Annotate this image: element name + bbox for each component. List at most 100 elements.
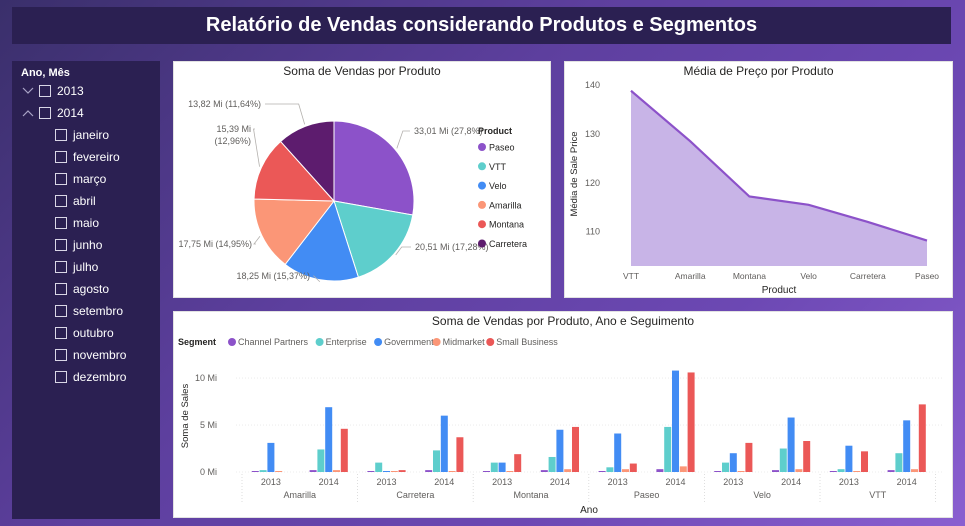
slicer-year-2013[interactable]: 2013 <box>12 80 160 102</box>
bar-small-business[interactable] <box>629 463 637 472</box>
bar-small-business[interactable] <box>340 428 348 472</box>
slicer-month-item[interactable]: janeiro <box>12 124 160 146</box>
slicer-month-item[interactable]: fevereiro <box>12 146 160 168</box>
slicer-month-item[interactable]: outubro <box>12 322 160 344</box>
pie-slice-montana[interactable] <box>253 140 336 202</box>
checkbox[interactable] <box>39 85 51 97</box>
date-slicer[interactable]: Ano, Mês 2013 2014 janeiro fevereiro março… <box>12 61 160 519</box>
checkbox[interactable] <box>55 327 67 339</box>
bar-enterprise[interactable] <box>606 467 614 472</box>
bar-midmarket[interactable] <box>390 471 398 472</box>
slicer-year-2014[interactable]: 2014 <box>12 102 160 124</box>
checkbox[interactable] <box>55 239 67 251</box>
bar-government[interactable] <box>845 445 853 472</box>
bar-enterprise[interactable] <box>779 448 787 472</box>
bar-midmarket[interactable] <box>622 469 629 472</box>
bar-government[interactable] <box>325 407 333 472</box>
bar-small-business[interactable] <box>572 426 579 472</box>
slicer-month-item[interactable]: março <box>12 168 160 190</box>
bar-channel-partners[interactable] <box>829 471 837 472</box>
bar-enterprise[interactable] <box>837 469 845 472</box>
slicer-month-item[interactable]: novembro <box>12 344 160 366</box>
bar-channel-partners[interactable] <box>656 469 664 472</box>
bar-channel-partners[interactable] <box>772 470 779 472</box>
bar-small-business[interactable] <box>918 404 926 472</box>
bar-government[interactable] <box>267 442 275 472</box>
bar-government[interactable] <box>556 429 564 472</box>
checkbox[interactable] <box>55 349 67 361</box>
bar-channel-partners[interactable] <box>540 470 548 472</box>
bar-enterprise[interactable] <box>548 456 556 472</box>
checkbox[interactable] <box>55 151 67 163</box>
bar-government[interactable] <box>903 420 911 472</box>
bar-government[interactable] <box>672 370 679 472</box>
slicer-month-item[interactable]: julho <box>12 256 160 278</box>
bar-channel-partners[interactable] <box>483 471 490 472</box>
bar-small-business[interactable] <box>803 441 811 472</box>
slicer-month-item[interactable]: abril <box>12 190 160 212</box>
bar-midmarket[interactable] <box>795 469 803 472</box>
bar-midmarket[interactable] <box>564 469 572 472</box>
bar-small-business[interactable] <box>398 470 406 472</box>
bar-channel-partners[interactable] <box>887 470 895 472</box>
checkbox[interactable] <box>39 107 51 119</box>
bar-government[interactable] <box>787 417 795 472</box>
bar-channel-partners[interactable] <box>598 471 606 472</box>
bar-enterprise[interactable] <box>664 426 672 472</box>
checkbox[interactable] <box>55 371 67 383</box>
bar-government[interactable] <box>729 453 737 472</box>
bar-enterprise[interactable] <box>722 462 729 472</box>
bar-government[interactable] <box>440 415 448 472</box>
pie-slice-carretera[interactable] <box>279 120 335 203</box>
bar-midmarket[interactable] <box>679 466 687 472</box>
slicer-month-item[interactable]: setembro <box>12 300 160 322</box>
bar-midmarket[interactable] <box>333 470 340 472</box>
bar-midmarket[interactable] <box>911 469 918 472</box>
bar-midmarket[interactable] <box>448 471 456 472</box>
bar-midmarket[interactable] <box>506 471 514 472</box>
bar-enterprise[interactable] <box>375 462 383 472</box>
price-line[interactable] <box>630 89 928 242</box>
pie-slice-vtt[interactable] <box>333 200 414 278</box>
bar-enterprise[interactable] <box>433 450 440 472</box>
pie-slice-paseo[interactable] <box>333 120 415 216</box>
bar-enterprise[interactable] <box>259 470 267 472</box>
slicer-month-item[interactable]: maio <box>12 212 160 234</box>
bar-channel-partners[interactable] <box>425 470 433 472</box>
bar-small-business[interactable] <box>687 372 695 472</box>
bar-small-business[interactable] <box>456 437 464 472</box>
bar-small-business[interactable] <box>861 451 868 472</box>
bar-channel-partners[interactable] <box>309 470 317 472</box>
bar-government[interactable] <box>614 433 622 472</box>
bar-enterprise[interactable] <box>490 462 498 472</box>
slicer-month-item[interactable]: dezembro <box>12 366 160 388</box>
checkbox[interactable] <box>55 195 67 207</box>
bar-small-business[interactable] <box>514 454 522 472</box>
area-chart-card: Média de Preço por Produto 110 120 130 140 V… <box>564 61 953 298</box>
chevron-down-icon[interactable] <box>21 84 35 98</box>
bar-channel-partners[interactable] <box>251 471 259 472</box>
bar-enterprise[interactable] <box>895 453 903 472</box>
checkbox[interactable] <box>55 217 67 229</box>
slicer-month-item[interactable]: agosto <box>12 278 160 300</box>
bar-small-business[interactable] <box>745 442 753 472</box>
bar-government[interactable] <box>383 471 390 472</box>
bar-enterprise[interactable] <box>317 449 325 472</box>
bar-midmarket[interactable] <box>275 471 283 472</box>
bar-channel-partners[interactable] <box>714 471 722 472</box>
pie-slice-velo[interactable] <box>284 199 359 282</box>
year-tick-label: 2013 <box>261 477 281 487</box>
slicer-month-item[interactable]: junho <box>12 234 160 256</box>
checkbox[interactable] <box>55 283 67 295</box>
checkbox[interactable] <box>55 261 67 273</box>
checkbox[interactable] <box>55 129 67 141</box>
checkbox[interactable] <box>55 305 67 317</box>
checkbox[interactable] <box>55 173 67 185</box>
chevron-up-icon[interactable] <box>21 106 35 120</box>
bar-midmarket[interactable] <box>853 471 861 472</box>
bar-channel-partners[interactable] <box>367 471 375 472</box>
bar-government[interactable] <box>498 462 506 472</box>
pie-slice-amarilla[interactable] <box>253 198 335 266</box>
legend-marker <box>432 338 441 346</box>
bar-midmarket[interactable] <box>737 471 745 472</box>
